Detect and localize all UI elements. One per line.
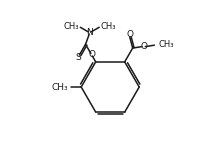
Text: CH₃: CH₃ — [100, 22, 116, 31]
Text: CH₃: CH₃ — [51, 83, 68, 91]
Text: O: O — [139, 42, 146, 51]
Text: N: N — [86, 28, 93, 37]
Text: S: S — [75, 53, 81, 62]
Text: CH₃: CH₃ — [157, 40, 173, 49]
Text: O: O — [88, 50, 95, 59]
Text: CH₃: CH₃ — [63, 22, 79, 31]
Text: O: O — [126, 29, 133, 39]
